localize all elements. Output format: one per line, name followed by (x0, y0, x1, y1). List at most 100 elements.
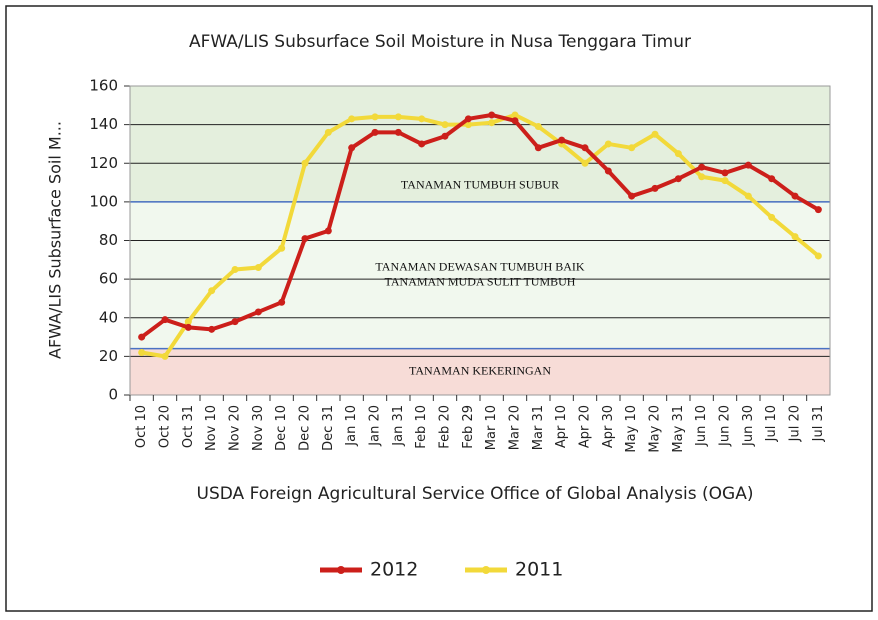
point (581, 144, 589, 152)
legend-label: 2011 (515, 559, 563, 581)
point (768, 175, 776, 183)
point (254, 264, 262, 272)
point (208, 325, 216, 333)
point (651, 184, 659, 192)
x-tick-label: Jul 20 (788, 405, 803, 442)
point (698, 173, 706, 181)
point (721, 177, 729, 185)
point (418, 115, 426, 123)
point (674, 150, 682, 158)
point (744, 161, 752, 169)
point (604, 167, 612, 175)
y-tick-label: 0 (108, 386, 118, 404)
x-tick-label: Nov 10 (204, 405, 219, 451)
x-tick-label: Oct 20 (158, 405, 173, 448)
point (441, 132, 449, 140)
x-tick-label: Dec 20 (298, 405, 313, 451)
point (511, 117, 519, 125)
point (394, 113, 402, 121)
point (628, 192, 636, 200)
y-tick-label: 60 (99, 270, 118, 288)
point (534, 144, 542, 152)
x-tick-label: Apr 30 (601, 405, 616, 448)
point (231, 265, 239, 273)
x-tick-label: Feb 20 (438, 405, 453, 449)
point (441, 121, 449, 129)
point (161, 316, 169, 324)
x-axis-label: USDA Foreign Agricultural Service Office… (197, 484, 754, 504)
y-tick-label: 120 (89, 154, 118, 172)
x-tick-label: Jun 20 (718, 405, 733, 447)
band (130, 201, 830, 349)
x-tick-label: Apr 20 (578, 405, 593, 448)
x-tick-label: Nov 30 (251, 405, 266, 451)
point (558, 136, 566, 144)
x-tick-label: Dec 31 (321, 405, 336, 451)
band-label: TANAMAN TUMBUH SUBUR (401, 178, 559, 192)
x-tick-label: May 10 (624, 405, 639, 453)
point (604, 140, 612, 148)
legend-marker (482, 566, 490, 574)
point (278, 244, 286, 252)
legend-label: 2012 (370, 559, 418, 581)
x-tick-label: Jan 31 (391, 405, 406, 447)
y-tick-label: 100 (89, 192, 118, 210)
y-tick-label: 140 (89, 115, 118, 133)
x-tick-label: Mar 10 (484, 405, 499, 450)
point (768, 213, 776, 221)
chart-title: AFWA/LIS Subsurface Soil Moisture in Nus… (189, 32, 691, 52)
band-label: TANAMAN KEKERINGAN (409, 364, 551, 378)
point (278, 298, 286, 306)
point (231, 318, 239, 326)
band-label: TANAMAN DEWASAN TUMBUH BAIK (375, 260, 584, 274)
y-tick-label: 80 (99, 231, 118, 249)
x-tick-label: Nov 20 (228, 405, 243, 451)
point (371, 113, 379, 121)
plot (138, 111, 822, 360)
point (371, 128, 379, 136)
point (511, 111, 519, 119)
x-tick-label: Jul 10 (764, 405, 779, 442)
x-tick-label: Mar 20 (508, 405, 523, 450)
point (464, 115, 472, 123)
point (138, 333, 146, 341)
x-tick-label: Jun 10 (694, 405, 709, 447)
point (814, 206, 822, 214)
x-tick-label: Jun 30 (741, 405, 756, 447)
point (418, 140, 426, 148)
point (744, 192, 752, 200)
x-tick-label: May 20 (648, 405, 663, 453)
legend-marker (337, 566, 345, 574)
point (534, 123, 542, 131)
x-tick-label: Feb 29 (461, 405, 476, 449)
point (324, 128, 332, 136)
point (301, 159, 309, 167)
point (488, 111, 496, 119)
point (348, 115, 356, 123)
point (464, 121, 472, 129)
legend: 2012 2011 (320, 559, 563, 581)
point (301, 235, 309, 243)
point (721, 169, 729, 177)
y-axis-label: AFWA/LIS Subsurface Soil M... (46, 121, 65, 359)
point (698, 163, 706, 171)
x-tick-label: Feb 10 (414, 405, 429, 449)
x-tick-label: Jan 20 (368, 405, 383, 447)
x-tick-label: Mar 31 (531, 405, 546, 450)
point (581, 159, 589, 167)
point (208, 287, 216, 295)
point (348, 144, 356, 152)
point (791, 233, 799, 241)
y-tick-label: 160 (89, 77, 118, 95)
point (814, 252, 822, 260)
point (161, 352, 169, 360)
band (130, 86, 830, 202)
point (184, 318, 192, 326)
point (138, 349, 146, 357)
point (651, 130, 659, 138)
point (254, 308, 262, 316)
x-tick-label: Oct 31 (181, 405, 196, 448)
x-tick-label: Dec 10 (274, 405, 289, 451)
y-tick-label: 20 (99, 347, 118, 365)
